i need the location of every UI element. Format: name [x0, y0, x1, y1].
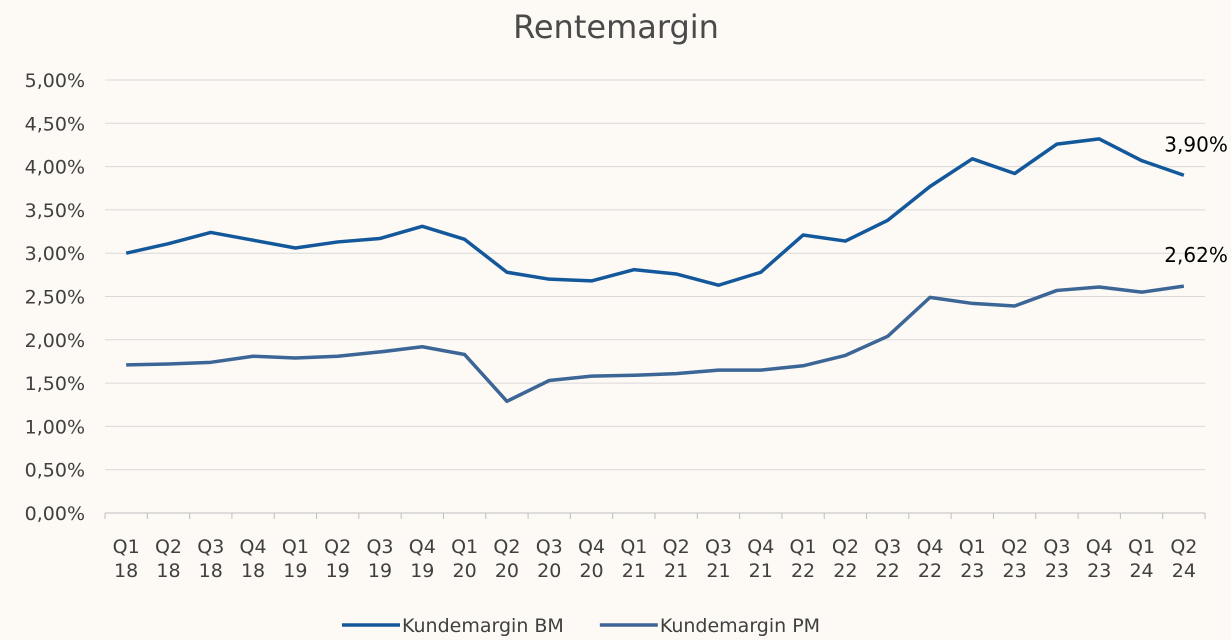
x-tick-label: Q2 19	[324, 536, 351, 582]
y-tick-label: 0,50%	[25, 460, 85, 482]
y-tick-label: 0,00%	[25, 503, 85, 525]
x-tick-label: Q1 19	[282, 536, 309, 582]
x-tick-label: Q2 21	[663, 536, 690, 582]
x-tick-label: Q1 23	[959, 536, 986, 582]
x-tick-label: Q3 19	[366, 536, 393, 582]
x-tick-label: Q4 21	[747, 536, 774, 582]
y-tick-label: 5,00%	[25, 70, 85, 92]
y-tick-label: 2,00%	[25, 330, 85, 352]
x-tick-label: Q1 21	[620, 536, 647, 582]
x-tick-label: Q2 24	[1170, 536, 1197, 582]
x-tick-label: Q1 20	[451, 536, 478, 582]
y-tick-label: 4,50%	[25, 113, 85, 135]
data-label: 2,62%	[1164, 243, 1228, 267]
x-tick-label: Q1 22	[790, 536, 817, 582]
y-tick-label: 3,50%	[25, 200, 85, 222]
y-tick-label: 2,50%	[25, 287, 85, 309]
legend-label: Kundemargin BM	[402, 615, 564, 637]
x-tick-label: Q1 24	[1128, 536, 1155, 582]
line	[126, 284, 1185, 404]
legend-label: Kundemargin PM	[660, 615, 820, 637]
x-tick-label: Q4 23	[1086, 536, 1113, 582]
chart-title: Rentemargin	[513, 8, 719, 46]
x-tick-label: Q2 22	[832, 536, 859, 582]
x-tick-label: Q4 20	[578, 536, 605, 582]
y-tick-label: 1,00%	[25, 416, 85, 438]
x-tick-label: Q3 23	[1043, 536, 1070, 582]
x-tick-label: Q2 20	[493, 536, 520, 582]
x-tick-label: Q3 22	[874, 536, 901, 582]
x-tick-label: Q3 18	[197, 536, 224, 582]
x-tick-label: Q1 18	[113, 536, 140, 582]
x-tick-label: Q4 22	[916, 536, 943, 582]
data-label: 3,90%	[1164, 132, 1228, 156]
x-tick-label: Q4 18	[240, 536, 267, 582]
x-tick-label: Q2 18	[155, 536, 182, 582]
y-tick-label: 4,00%	[25, 157, 85, 179]
x-tick-label: Q2 23	[1001, 536, 1028, 582]
x-tick-label: Q3 20	[536, 536, 563, 582]
y-tick-label: 1,50%	[25, 373, 85, 395]
x-tick-label: Q3 21	[705, 536, 732, 582]
y-tick-label: 3,00%	[25, 243, 85, 265]
x-tick-label: Q4 19	[409, 536, 436, 582]
line	[125, 137, 1185, 287]
